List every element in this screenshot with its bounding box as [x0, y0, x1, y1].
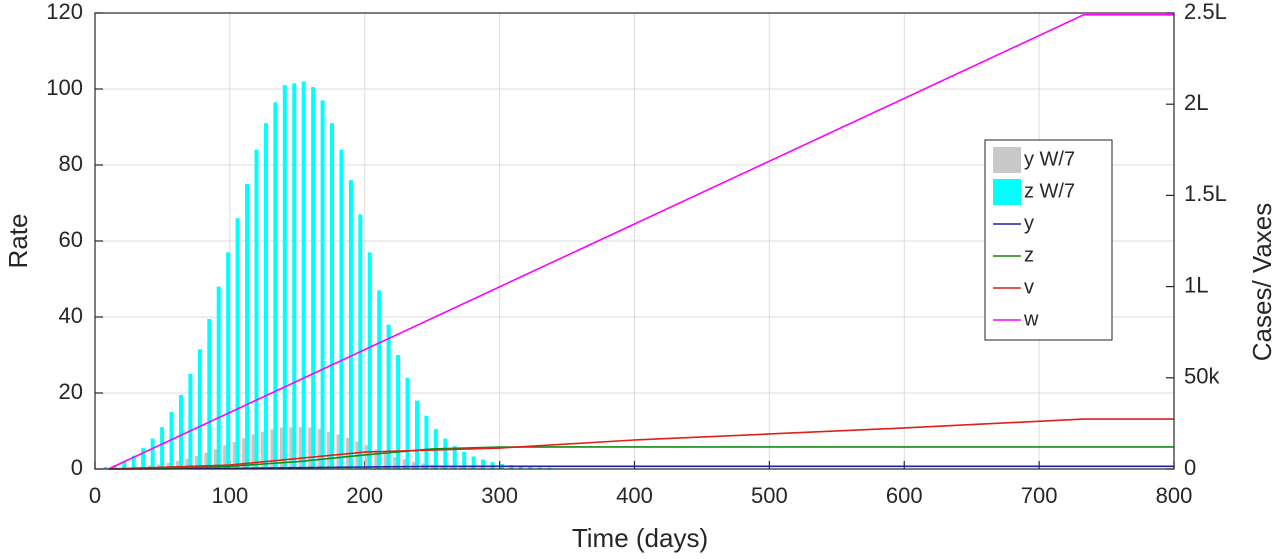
bar	[311, 87, 316, 469]
bar	[216, 286, 221, 469]
bar	[424, 415, 429, 469]
bar	[481, 459, 486, 469]
legend-label: y	[1024, 212, 1034, 234]
bar	[235, 218, 240, 469]
bar	[462, 451, 467, 469]
bar	[188, 374, 193, 469]
bar	[471, 456, 476, 469]
x-tick-label: 500	[751, 483, 788, 508]
bar	[452, 446, 457, 469]
bar	[537, 467, 542, 469]
bar	[292, 83, 297, 470]
y-tick-label: 40	[59, 303, 83, 328]
y-tick-label: 80	[59, 151, 83, 176]
y2-axis-label: Cases/ Vaxes	[1247, 203, 1277, 361]
legend-label: v	[1024, 276, 1034, 298]
y-tick-label: 100	[46, 75, 83, 100]
bar	[103, 467, 108, 469]
x-tick-label: 600	[886, 483, 923, 508]
bar	[367, 252, 372, 469]
bar	[348, 180, 353, 469]
y2-tick-label: 2L	[1184, 90, 1208, 115]
legend-swatch	[993, 179, 1021, 205]
y2-tick-label: 2.5L	[1184, 0, 1227, 24]
bar	[282, 85, 287, 469]
line	[108, 14, 1174, 470]
y2-tick-label: 0	[1184, 455, 1196, 480]
bar	[273, 102, 278, 470]
bar	[396, 355, 401, 469]
y2-tick-label: 1.5L	[1184, 181, 1227, 206]
x-tick-label: 0	[89, 483, 101, 508]
x-tick-label: 400	[616, 483, 653, 508]
bar	[112, 465, 117, 469]
bar	[254, 149, 259, 470]
x-tick-label: 800	[1156, 483, 1193, 508]
bar	[528, 467, 533, 469]
bar	[443, 438, 448, 469]
legend-label: w	[1023, 308, 1039, 330]
bar	[415, 400, 420, 469]
bar	[509, 465, 514, 469]
bar	[377, 290, 382, 469]
bar	[301, 81, 306, 470]
bar	[150, 438, 155, 469]
bar	[178, 394, 183, 469]
y-tick-label: 0	[71, 455, 83, 480]
y2-tick-label: 1L	[1184, 272, 1208, 297]
plot-frame	[94, 12, 1175, 470]
bar	[518, 466, 523, 469]
legend-label: z W/7	[1024, 180, 1075, 202]
bar	[160, 427, 165, 469]
line	[108, 446, 1174, 470]
x-tick-label: 300	[481, 483, 518, 508]
y-axis-label: Rate	[3, 214, 33, 269]
bar	[386, 324, 391, 469]
x-tick-label: 100	[212, 483, 249, 508]
legend-swatch	[993, 147, 1021, 173]
y-tick-label: 20	[59, 379, 83, 404]
legend-label: z	[1024, 244, 1034, 266]
y-tick-label: 60	[59, 227, 83, 252]
y2-tick-label: 50k	[1184, 364, 1220, 389]
x-axis-label: Time (days)	[572, 523, 708, 553]
legend-box	[984, 139, 1113, 341]
x-tick-label: 200	[346, 483, 383, 508]
bar	[245, 184, 250, 469]
bar	[197, 349, 202, 469]
bar	[122, 461, 127, 469]
bar	[358, 214, 363, 469]
y-tick-label: 120	[46, 0, 83, 24]
bar	[131, 455, 136, 469]
bar	[141, 448, 146, 469]
bar	[405, 377, 410, 469]
bar	[320, 100, 325, 470]
bar	[339, 149, 344, 470]
bar	[226, 252, 231, 469]
line	[108, 418, 1174, 470]
x-tick-label: 700	[1021, 483, 1058, 508]
bar	[263, 123, 268, 469]
bar	[207, 318, 212, 469]
legend-label: y W/7	[1024, 148, 1075, 170]
bar	[330, 123, 335, 469]
